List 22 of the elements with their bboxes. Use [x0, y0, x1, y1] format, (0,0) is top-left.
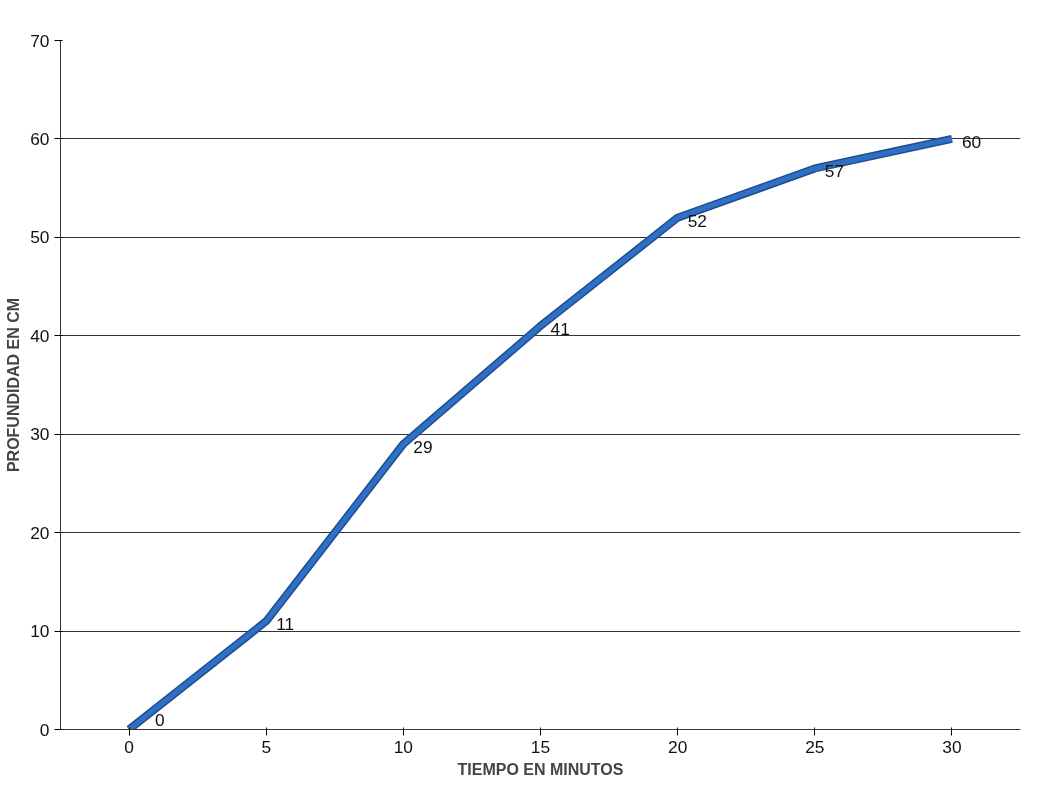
y-tick-label: 50 [30, 227, 50, 248]
data-label: 11 [276, 614, 295, 635]
y-tick-label: 40 [30, 325, 50, 346]
y-tick-label: 60 [30, 128, 50, 149]
x-tick-label: 15 [530, 736, 551, 757]
data-label: 0 [155, 709, 165, 730]
x-tick-label: 25 [805, 736, 825, 757]
x-axis-title: TIEMPO EN MINUTOS [457, 760, 624, 778]
x-tick-label: 10 [393, 736, 413, 757]
data-label: 29 [413, 437, 433, 458]
y-tick-label: 0 [39, 719, 50, 740]
x-tick-label: 30 [942, 736, 962, 757]
y-tick-label: 30 [30, 424, 50, 445]
x-tick-label: 20 [668, 736, 688, 757]
data-label: 41 [550, 318, 570, 339]
x-tick-label: 0 [124, 736, 134, 757]
y-axis-title: PROFUNDIDAD EN CM [5, 297, 23, 473]
y-tick-label: 20 [30, 522, 50, 543]
y-tick-label: 10 [30, 621, 50, 642]
data-label: 52 [687, 210, 707, 231]
x-tick-label: 5 [261, 736, 272, 757]
y-tick-label: 70 [30, 30, 50, 51]
